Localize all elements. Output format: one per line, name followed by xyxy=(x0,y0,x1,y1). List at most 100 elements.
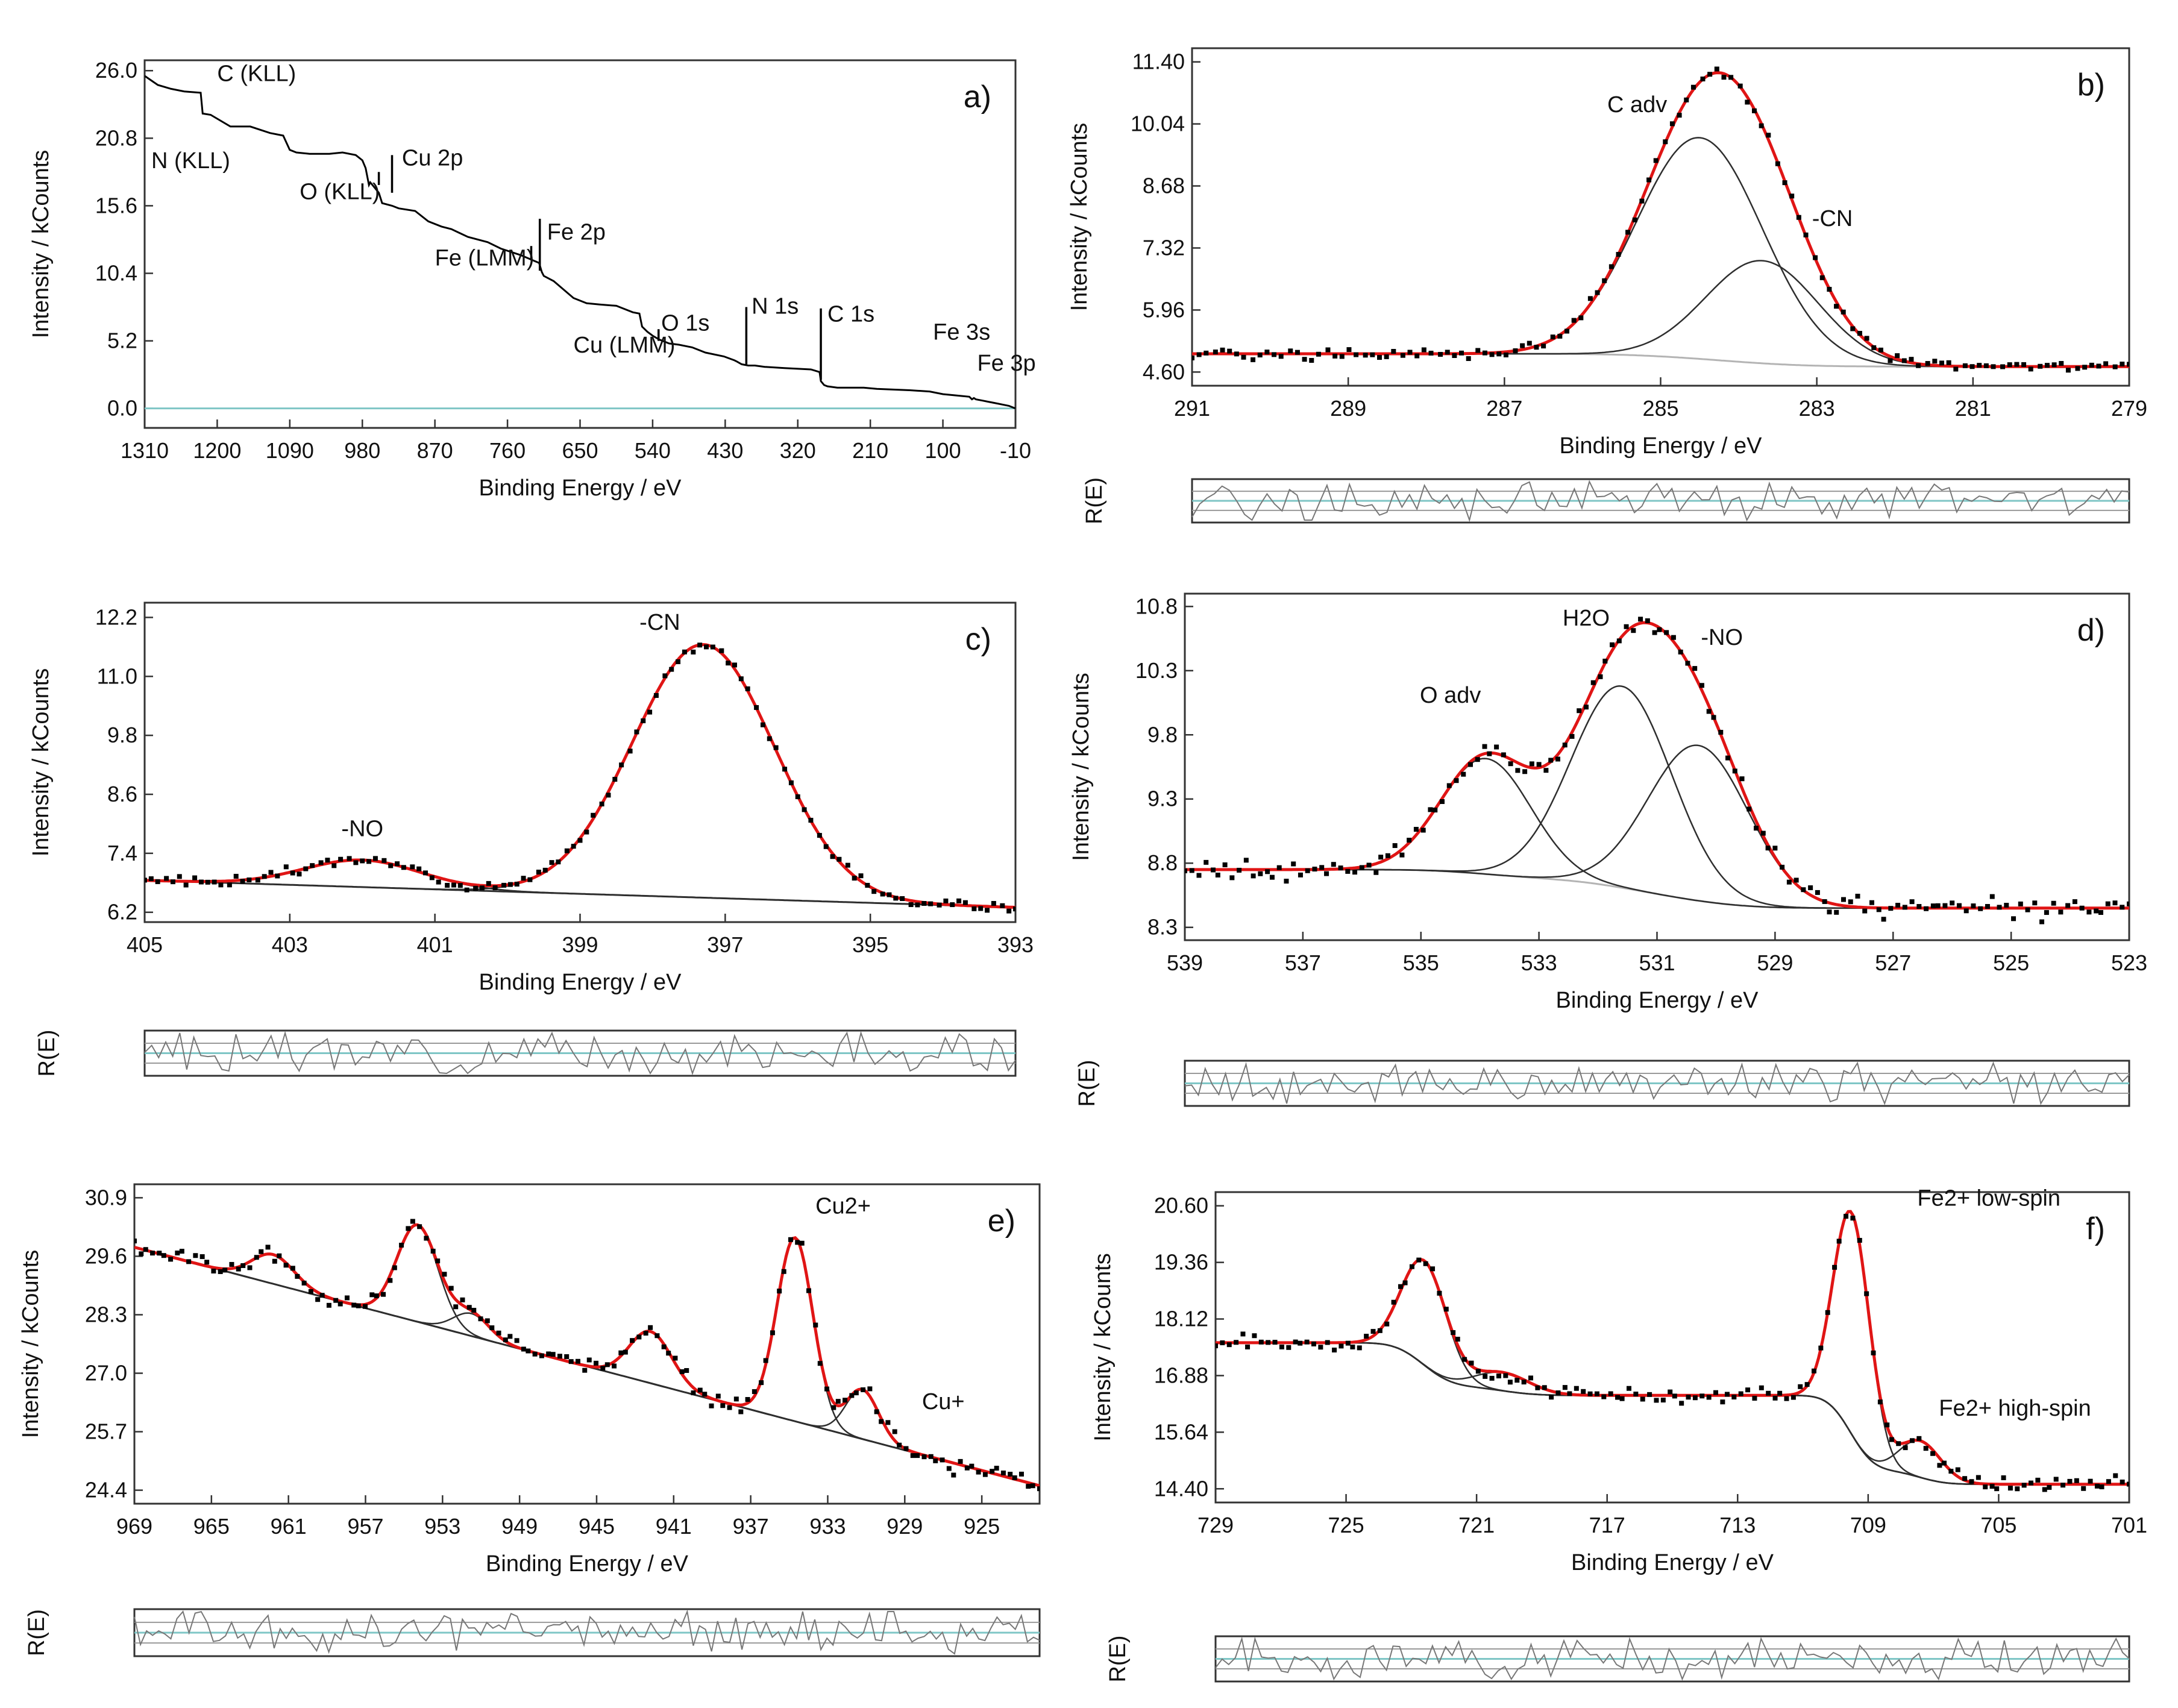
data-point-e xyxy=(575,1358,580,1364)
data-point-c xyxy=(1000,903,1005,908)
data-point-b xyxy=(1663,139,1668,145)
data-point-b xyxy=(1571,318,1577,323)
data-point-c xyxy=(507,882,513,887)
data-point-e xyxy=(333,1298,339,1303)
x-tick-label-c: 403 xyxy=(272,932,308,957)
panel-label-a: a) xyxy=(964,80,991,115)
data-point-d xyxy=(1536,762,1542,767)
data-point-e xyxy=(301,1280,307,1286)
data-point-f xyxy=(1942,1460,1947,1466)
data-point-e xyxy=(933,1458,938,1463)
data-point-b xyxy=(1557,333,1563,339)
x-tick-label-e: 945 xyxy=(579,1514,615,1539)
x-tick-label-f: 709 xyxy=(1850,1513,1886,1537)
y-tick-label-d: 9.8 xyxy=(1147,722,1178,747)
fit-envelope-e xyxy=(134,1223,1040,1487)
data-point-e xyxy=(308,1289,313,1294)
data-point-e xyxy=(319,1293,325,1298)
data-point-e xyxy=(824,1386,830,1392)
data-point-b xyxy=(2096,363,2101,369)
data-point-e xyxy=(259,1249,264,1254)
data-point-e xyxy=(254,1255,259,1260)
data-point-e xyxy=(351,1302,357,1308)
data-point-f xyxy=(1350,1344,1355,1349)
data-point-f xyxy=(1535,1385,1540,1390)
y-tick-label-b: 8.68 xyxy=(1143,174,1185,198)
x-tick-label-c: 399 xyxy=(562,932,598,957)
data-point-c xyxy=(410,864,415,870)
data-point-e xyxy=(392,1265,397,1270)
data-point-d xyxy=(1577,708,1582,714)
x-tick-label-a: 980 xyxy=(344,438,380,463)
data-point-c xyxy=(445,882,450,888)
y-tick-label-f: 18.12 xyxy=(1154,1307,1208,1331)
data-point-e xyxy=(752,1389,757,1395)
data-point-f xyxy=(1252,1333,1257,1339)
data-point-d xyxy=(2072,899,2077,905)
x-tick-label-c: 393 xyxy=(997,932,1034,957)
data-point-e xyxy=(623,1349,628,1355)
y-tick-label-a: 20.8 xyxy=(95,125,137,150)
data-point-f xyxy=(1937,1463,1942,1468)
data-point-f xyxy=(1266,1340,1271,1345)
data-point-c xyxy=(641,718,646,723)
data-point-d xyxy=(1732,768,1737,774)
data-point-e xyxy=(892,1429,897,1434)
data-point-f xyxy=(1462,1357,1467,1362)
data-point-f xyxy=(1398,1284,1403,1289)
data-point-d xyxy=(1725,755,1731,761)
data-point-f xyxy=(1345,1340,1351,1346)
data-point-d xyxy=(1222,862,1228,867)
x-tick-label-e: 965 xyxy=(193,1514,230,1539)
data-point-e xyxy=(763,1358,768,1363)
data-point-f xyxy=(1766,1390,1771,1396)
data-point-f xyxy=(1304,1339,1310,1345)
data-point-f xyxy=(1668,1389,1673,1395)
peak-annotation: Fe (LMM) xyxy=(435,246,535,271)
y-tick-label-d: 8.3 xyxy=(1147,915,1178,940)
residual-curve-e xyxy=(134,1609,1040,1655)
data-point-d xyxy=(1366,862,1372,868)
data-point-c xyxy=(164,876,169,881)
data-point-c xyxy=(1006,908,1012,914)
data-point-f xyxy=(2074,1478,2079,1483)
data-point-d xyxy=(1909,899,1915,905)
data-point-b xyxy=(1991,364,1996,369)
data-point-d xyxy=(2105,901,2111,906)
data-point-c xyxy=(353,860,359,865)
data-point-f xyxy=(1903,1445,1908,1451)
data-point-d xyxy=(1876,907,1881,912)
data-point-d xyxy=(1841,897,1846,902)
y-tick-label-a: 15.6 xyxy=(95,193,137,218)
panel-label-d: d) xyxy=(2077,613,2105,648)
data-point-e xyxy=(295,1273,300,1279)
x-tick-label-c: 405 xyxy=(127,932,163,957)
data-point-d xyxy=(2051,900,2056,906)
y-tick-label-b: 11.40 xyxy=(1132,49,1185,74)
data-point-f xyxy=(1969,1479,1974,1484)
data-point-d xyxy=(1258,871,1263,876)
data-point-d xyxy=(1711,715,1716,720)
x-axis-label-c: Binding Energy / eV xyxy=(479,970,682,995)
data-point-f xyxy=(1804,1382,1810,1387)
data-point-c xyxy=(1013,906,1015,912)
data-point-b xyxy=(1684,97,1689,102)
x-tick-label-f: 725 xyxy=(1328,1513,1364,1537)
component-c-1 xyxy=(145,644,1015,908)
residual-curve-b xyxy=(1191,480,2130,523)
data-point-e xyxy=(1000,1471,1006,1476)
x-tick-label-a: 870 xyxy=(417,438,453,463)
data-point-f xyxy=(1332,1348,1337,1353)
residual-panel-b: R(E) xyxy=(1082,477,2130,524)
data-point-d xyxy=(1515,768,1521,773)
peak-label-c: -CN xyxy=(639,610,680,635)
x-axis-label-d: Binding Energy / eV xyxy=(1556,988,1759,1013)
data-point-b xyxy=(2028,366,2033,372)
data-point-e xyxy=(199,1254,205,1260)
data-point-e xyxy=(788,1237,793,1242)
data-point-e xyxy=(835,1399,841,1404)
data-point-d xyxy=(2094,908,2099,914)
data-point-e xyxy=(738,1409,744,1414)
x-tick-label-b: 291 xyxy=(1174,396,1210,421)
data-point-c xyxy=(782,767,788,772)
